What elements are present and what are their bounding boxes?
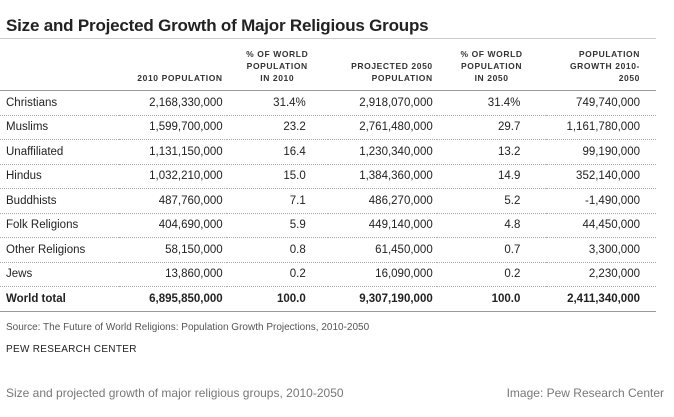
header-projected-2050: PROJECTED 2050 POPULATION xyxy=(327,48,437,91)
organization-name: PEW RESEARCH CENTER xyxy=(6,344,137,355)
table-row: Hindus 1,032,210,000 15.0 1,384,360,000 14.9… xyxy=(0,164,656,189)
cell-group: Christians xyxy=(0,90,120,116)
cell-growth: 352,140,000 xyxy=(546,164,656,189)
cell-group: Unaffiliated xyxy=(0,139,120,165)
religious-groups-table: 2010 POPULATION % OF WORLD POPULATION IN… xyxy=(0,48,656,312)
total-cell-2010-population: 6,895,850,000 xyxy=(119,286,227,312)
cell-percent-2050: 0.2 xyxy=(436,262,547,287)
table-row: Christians 2,168,330,000 31.4% 2,918,070,00… xyxy=(0,90,656,116)
cell-group: Buddhists xyxy=(0,188,120,214)
cell-projected-2050: 2,918,070,000 xyxy=(327,90,437,116)
header-growth: POPULATION GROWTH 2010- 2050 xyxy=(546,48,656,91)
cell-growth: -1,490,000 xyxy=(546,188,656,214)
cell-projected-2050: 1,384,360,000 xyxy=(327,164,437,189)
cell-growth: 99,190,000 xyxy=(546,139,656,165)
title-divider xyxy=(0,38,656,39)
table-row: Unaffiliated 1,131,150,000 16.4 1,230,340,0… xyxy=(0,139,656,165)
cell-group: Muslims xyxy=(0,115,120,140)
table-header-row: 2010 POPULATION % OF WORLD POPULATION IN… xyxy=(0,48,656,91)
header-percent-2050: % OF WORLD POPULATION IN 2050 xyxy=(436,48,547,91)
cell-percent-2050: 29.7 xyxy=(436,115,547,140)
cell-percent-2010: 31.4% xyxy=(226,90,328,116)
table-title: Size and Projected Growth of Major Relig… xyxy=(6,16,429,35)
cell-group: Folk Religions xyxy=(0,213,120,238)
header-percent-2010: % OF WORLD POPULATION IN 2010 xyxy=(226,48,328,91)
image-caption: Size and projected growth of major relig… xyxy=(6,386,344,400)
cell-projected-2050: 61,450,000 xyxy=(327,237,437,263)
cell-growth: 3,300,000 xyxy=(546,237,656,263)
cell-percent-2010: 16.4 xyxy=(226,139,328,165)
table-row: Muslims 1,599,700,000 23.2 2,761,480,000 29.… xyxy=(0,115,656,140)
cell-group: Jews xyxy=(0,262,120,287)
table-row: Jews 13,860,000 0.2 16,090,000 0.2 2,230,000 xyxy=(0,262,656,287)
cell-percent-2010: 0.8 xyxy=(226,237,328,263)
total-cell-group: World total xyxy=(0,286,120,312)
cell-percent-2010: 7.1 xyxy=(226,188,328,214)
cell-projected-2050: 449,140,000 xyxy=(327,213,437,238)
figure-card: Size and Projected Growth of Major Relig… xyxy=(0,16,656,355)
cell-percent-2010: 5.9 xyxy=(226,213,328,238)
cell-projected-2050: 16,090,000 xyxy=(327,262,437,287)
cell-percent-2010: 0.2 xyxy=(226,262,328,287)
cell-growth: 749,740,000 xyxy=(546,90,656,116)
cell-2010-population: 1,032,210,000 xyxy=(119,164,227,189)
cell-projected-2050: 2,761,480,000 xyxy=(327,115,437,140)
total-cell-projected-2050: 9,307,190,000 xyxy=(327,286,437,312)
total-cell-percent-2010: 100.0 xyxy=(226,286,328,312)
image-credit: Image: Pew Research Center xyxy=(506,386,664,400)
cell-2010-population: 58,150,000 xyxy=(119,237,227,263)
table-row: Folk Religions 404,690,000 5.9 449,140,000 4… xyxy=(0,213,656,238)
cell-percent-2050: 14.9 xyxy=(436,164,547,189)
cell-2010-population: 1,131,150,000 xyxy=(119,139,227,165)
table-total-row: World total 6,895,850,000 100.0 9,307,190,0… xyxy=(0,286,656,312)
cell-projected-2050: 486,270,000 xyxy=(327,188,437,214)
header-2010-population: 2010 POPULATION xyxy=(119,48,227,91)
caption-bar xyxy=(0,372,674,417)
cell-group: Other Religions xyxy=(0,237,120,263)
cell-2010-population: 13,860,000 xyxy=(119,262,227,287)
header-group xyxy=(0,48,120,91)
cell-2010-population: 2,168,330,000 xyxy=(119,90,227,116)
total-cell-percent-2050: 100.0 xyxy=(436,286,547,312)
cell-percent-2010: 15.0 xyxy=(226,164,328,189)
cell-projected-2050: 1,230,340,000 xyxy=(327,139,437,165)
cell-growth: 2,230,000 xyxy=(546,262,656,287)
cell-2010-population: 487,760,000 xyxy=(119,188,227,214)
cell-growth: 1,161,780,000 xyxy=(546,115,656,140)
source-note: Source: The Future of World Religions: P… xyxy=(6,322,370,333)
cell-percent-2050: 5.2 xyxy=(436,188,547,214)
cell-percent-2050: 13.2 xyxy=(436,139,547,165)
cell-percent-2010: 23.2 xyxy=(226,115,328,140)
cell-group: Hindus xyxy=(0,164,120,189)
table-row: Other Religions 58,150,000 0.8 61,450,000 0.… xyxy=(0,237,656,263)
table-row: Buddhists 487,760,000 7.1 486,270,000 5.2 -1,… xyxy=(0,188,656,214)
cell-percent-2050: 31.4% xyxy=(436,90,547,116)
cell-percent-2050: 0.7 xyxy=(436,237,547,263)
cell-growth: 44,450,000 xyxy=(546,213,656,238)
cell-2010-population: 1,599,700,000 xyxy=(119,115,227,140)
cell-percent-2050: 4.8 xyxy=(436,213,547,238)
cell-2010-population: 404,690,000 xyxy=(119,213,227,238)
total-cell-growth: 2,411,340,000 xyxy=(546,286,656,312)
